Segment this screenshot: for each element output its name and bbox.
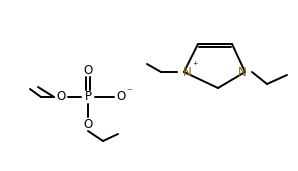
Text: O: O (56, 90, 66, 103)
Text: O: O (83, 117, 93, 130)
Text: N: N (183, 65, 191, 78)
Text: P: P (85, 90, 91, 103)
Text: ⁺: ⁺ (192, 61, 198, 71)
Text: O: O (83, 63, 93, 76)
Text: ⁻: ⁻ (126, 87, 132, 97)
Text: N: N (238, 65, 246, 78)
Text: O: O (117, 90, 126, 103)
